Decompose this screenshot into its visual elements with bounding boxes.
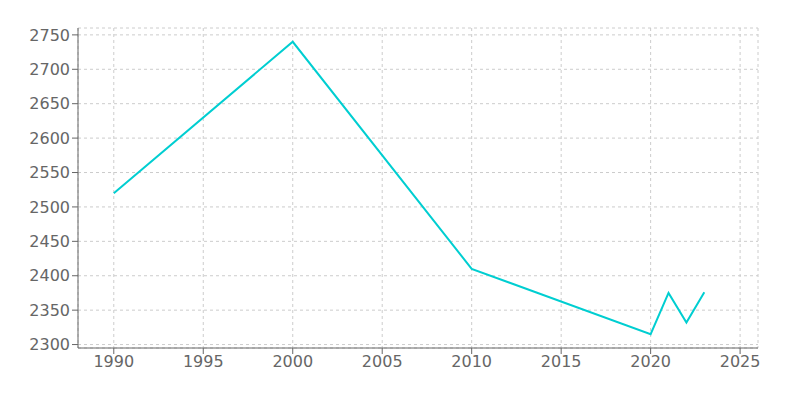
svg-text:2400: 2400 — [29, 266, 70, 285]
svg-text:2650: 2650 — [29, 94, 70, 113]
svg-text:2005: 2005 — [362, 352, 403, 371]
svg-text:1990: 1990 — [93, 352, 134, 371]
svg-text:2300: 2300 — [29, 335, 70, 354]
svg-text:2700: 2700 — [29, 60, 70, 79]
svg-text:2015: 2015 — [541, 352, 582, 371]
svg-text:2020: 2020 — [630, 352, 671, 371]
svg-text:2025: 2025 — [720, 352, 761, 371]
svg-text:2010: 2010 — [451, 352, 492, 371]
svg-text:2000: 2000 — [272, 352, 313, 371]
svg-text:2350: 2350 — [29, 301, 70, 320]
svg-text:1995: 1995 — [183, 352, 224, 371]
svg-text:2500: 2500 — [29, 198, 70, 217]
svg-text:2750: 2750 — [29, 26, 70, 45]
svg-text:2450: 2450 — [29, 232, 70, 251]
svg-text:2550: 2550 — [29, 163, 70, 182]
svg-text:2600: 2600 — [29, 129, 70, 148]
